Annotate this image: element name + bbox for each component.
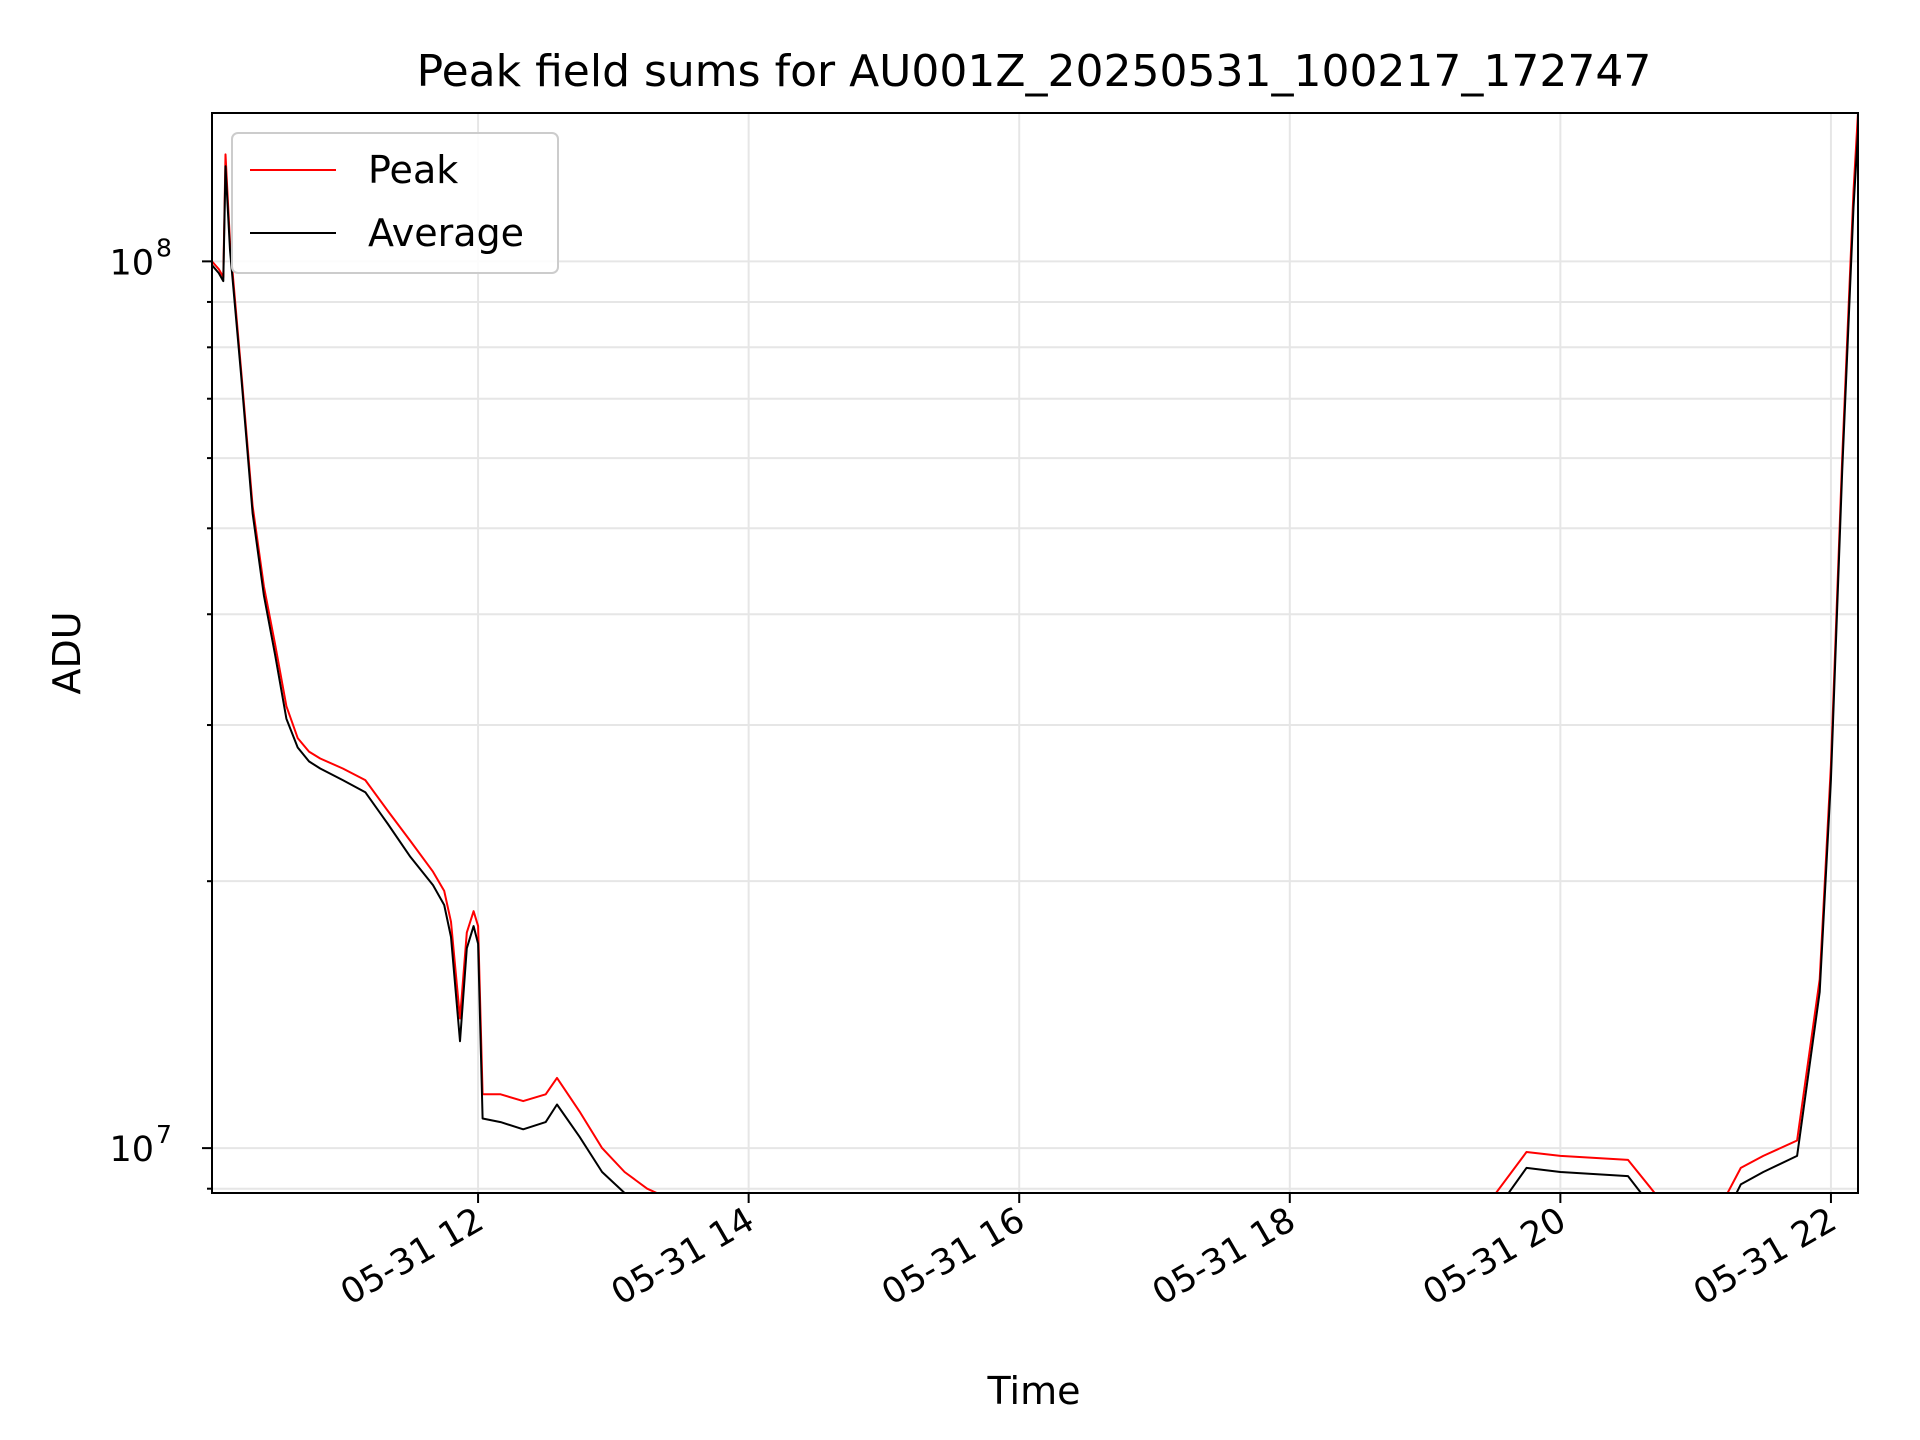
legend-peak-label: Peak — [368, 148, 458, 192]
series-layer — [212, 113, 1858, 1193]
y-tick-label: 10 8 — [109, 233, 171, 283]
y-axis-label: ADU — [45, 611, 89, 694]
series-line-average — [212, 131, 1858, 1193]
y-tick-label-base: 10 — [109, 1130, 154, 1170]
series-line-peak — [212, 113, 1858, 1193]
y-tick-label: 10 7 — [109, 1120, 171, 1170]
legend-average-label: Average — [368, 211, 524, 255]
plot-frame — [211, 112, 1859, 1194]
legend-box — [231, 132, 559, 274]
legend: Peak Average — [231, 132, 559, 274]
x-axis-label: Time — [987, 1369, 1081, 1413]
y-tick-label-exponent: 8 — [156, 233, 172, 262]
y-tick-label-exponent: 7 — [156, 1120, 172, 1149]
y-tick-label-base: 10 — [109, 243, 154, 283]
chart-title: Peak field sums for AU001Z_20250531_1002… — [417, 46, 1652, 97]
grid — [212, 113, 1858, 1193]
